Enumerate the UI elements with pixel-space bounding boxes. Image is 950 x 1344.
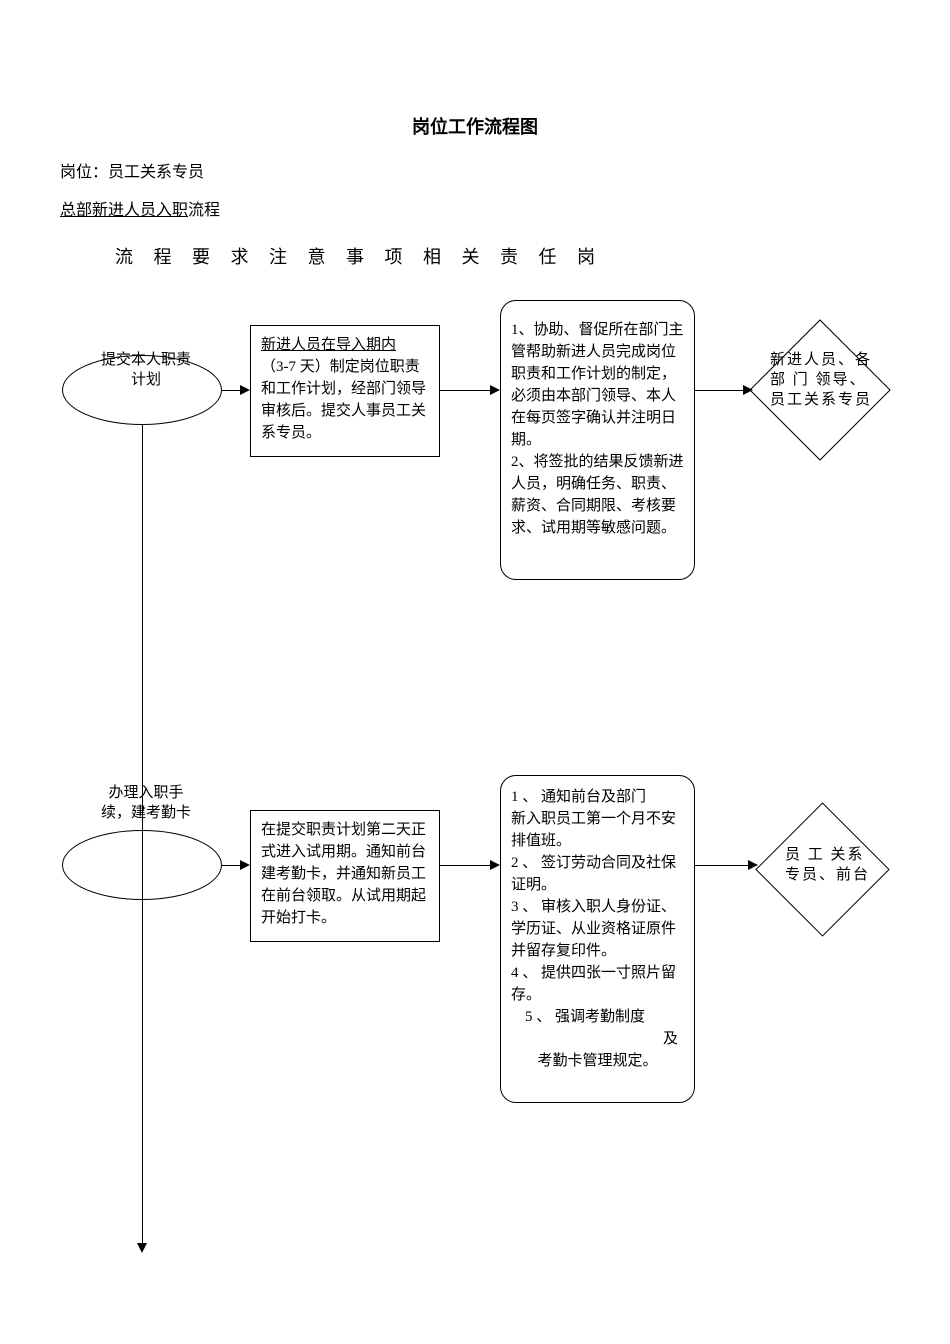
- req1-rest: （3-7 天）制定岗位职责和工作计划，经部门领导审核后。提交人事员工关系专员。: [261, 356, 429, 444]
- arrow-5: [440, 865, 492, 866]
- arrow-1: [222, 390, 242, 391]
- subtitle-underline: 总部新进人员入职: [60, 202, 188, 219]
- step2-ellipse: [62, 830, 222, 900]
- arrow-1-head: [240, 385, 250, 395]
- n2-l2: 新入职员工第一个月不安排值班。: [511, 808, 684, 852]
- page-title: 岗位工作流程图: [0, 113, 950, 139]
- n2-l6a: 5 、 强调考勤制度: [511, 1006, 684, 1028]
- subtitle: 总部新进人员入职流程: [60, 196, 220, 220]
- n2-l3: 2 、 签订劳动合同及社保证明。: [511, 852, 684, 896]
- req1-under: 新进人员在导入期内: [261, 337, 396, 353]
- arrow-v1-head: [137, 1243, 147, 1253]
- responsible-2-text: 员 工 关系 专员、前台: [785, 845, 880, 885]
- arrow-2-head: [490, 385, 500, 395]
- step1-ellipse: [62, 355, 222, 425]
- column-headers: 流 程 要 求 注 意 事 项 相 关 责 任 岗: [115, 243, 603, 269]
- arrow-2: [440, 390, 492, 391]
- n2-l7: 考勤卡管理规定。: [511, 1050, 684, 1072]
- requirement-1: 新进人员在导入期内 （3-7 天）制定岗位职责和工作计划，经部门领导审核后。提交…: [250, 325, 440, 457]
- responsible-1-text: 新进人员、各 部 门 领导、员工关系专员: [770, 350, 880, 410]
- step2-label: 办理入职手 续，建考勤卡: [76, 783, 216, 823]
- n2-l1: 1 、 通知前台及部门: [511, 786, 684, 808]
- n2-l6b: 及: [511, 1028, 684, 1050]
- arrow-6: [695, 865, 750, 866]
- requirement-2: 在提交职责计划第二天正式进入试用期。通知前台建考勤卡，并通知新员工在前台领取。从…: [250, 810, 440, 942]
- arrow-3: [695, 390, 745, 391]
- arrow-4: [222, 865, 242, 866]
- position-label: 岗位：员工关系专员: [60, 158, 204, 182]
- n2-l5: 4 、 提供四张一寸照片留存。: [511, 962, 684, 1006]
- notice-2: 1 、 通知前台及部门 新入职员工第一个月不安排值班。 2 、 签订劳动合同及社…: [500, 775, 695, 1103]
- arrow-5-head: [490, 860, 500, 870]
- n2-l4: 3 、 审核入职人身份证、学历证、从业资格证原件并留存复印件。: [511, 896, 684, 962]
- notice-1: 1、协助、督促所在部门主管帮助新进人员完成岗位职责和工作计划的制定，必须由本部门…: [500, 300, 695, 580]
- arrow-4-head: [240, 860, 250, 870]
- subtitle-rest: 流程: [188, 202, 220, 219]
